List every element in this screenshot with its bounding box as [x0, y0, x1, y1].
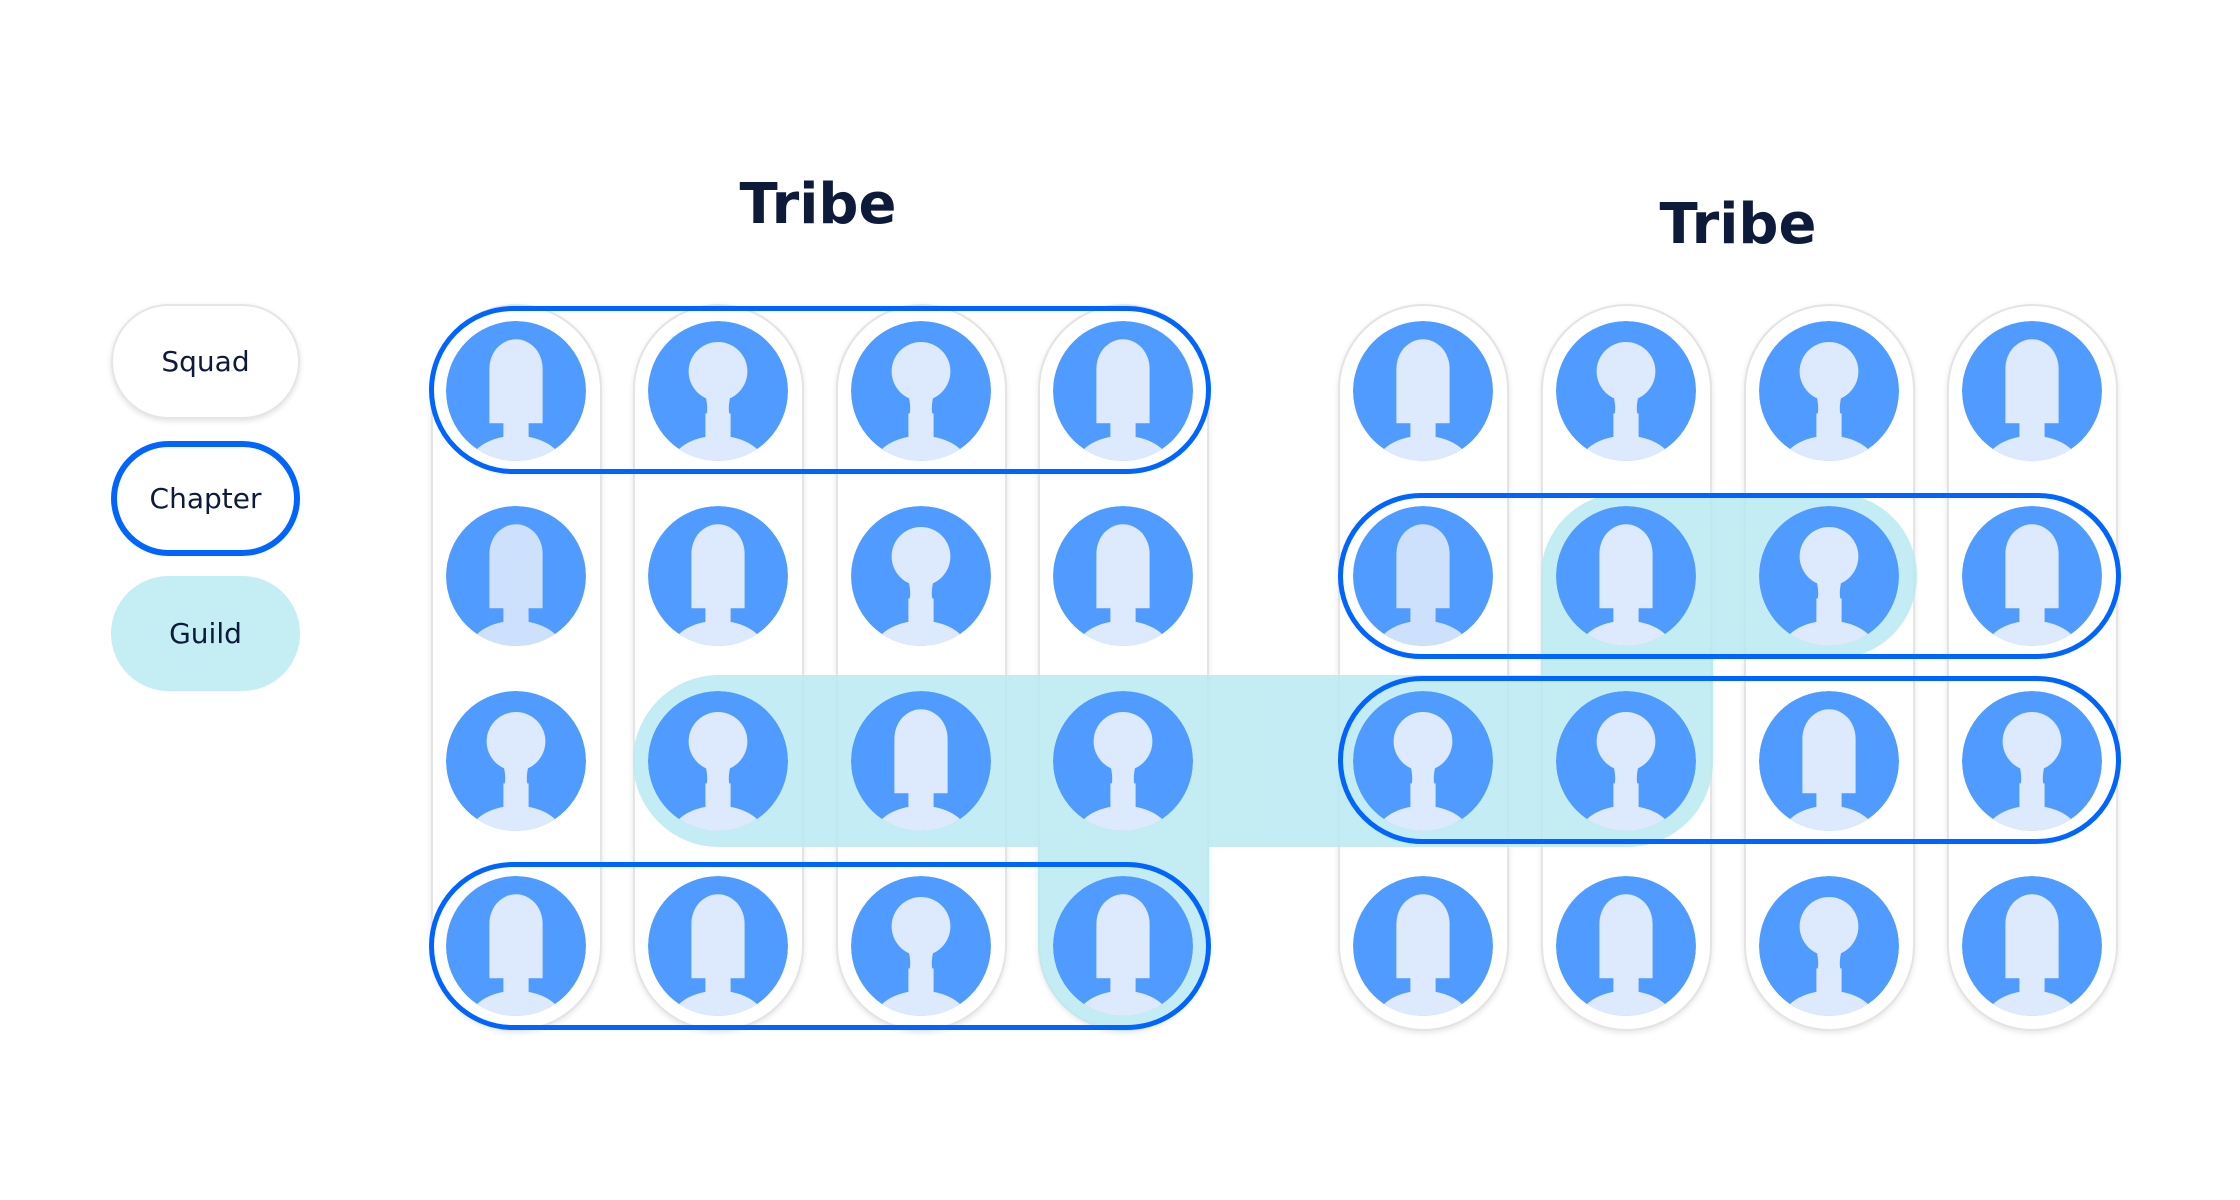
person-long-hair-icon	[1759, 506, 1899, 646]
legend-squad: Squad	[111, 304, 300, 419]
person-short-hair-icon	[648, 876, 788, 1016]
person-short-hair-icon	[1556, 506, 1696, 646]
person-short-hair-icon	[648, 506, 788, 646]
person-long-hair-icon	[1759, 876, 1899, 1016]
chapter-outline-left-top	[429, 306, 1211, 474]
person-short-hair-icon	[446, 506, 586, 646]
person-long-hair-icon	[446, 691, 586, 831]
chapter-outline-right-row2	[1338, 493, 2121, 659]
person-short-hair-icon	[851, 691, 991, 831]
person-short-hair-icon	[1353, 876, 1493, 1016]
person-short-hair-icon	[1962, 321, 2102, 461]
person-short-hair-icon	[1053, 506, 1193, 646]
person-short-hair-icon	[1962, 876, 2102, 1016]
tribe-title-left: Tribe	[739, 172, 897, 237]
person-long-hair-icon	[648, 321, 788, 461]
chapter-outline-right-row3	[1338, 676, 2121, 844]
legend-guild: Guild	[111, 576, 300, 691]
person-long-hair-icon	[851, 506, 991, 646]
chapter-outline-left-bottom	[429, 862, 1211, 1030]
person-short-hair-icon	[1556, 876, 1696, 1016]
person-long-hair-icon	[1556, 321, 1696, 461]
person-long-hair-icon	[648, 691, 788, 831]
person-long-hair-icon	[1556, 691, 1696, 831]
tribe-title-right: Tribe	[1659, 192, 1817, 257]
legend-chapter-label: Chapter	[149, 482, 262, 515]
person-short-hair-icon	[1353, 321, 1493, 461]
person-long-hair-icon	[1053, 691, 1193, 831]
legend-guild-label: Guild	[169, 617, 242, 650]
person-long-hair-icon	[1759, 321, 1899, 461]
legend-squad-label: Squad	[161, 345, 250, 378]
person-short-hair-icon	[1759, 691, 1899, 831]
person-long-hair-icon	[851, 876, 991, 1016]
person-long-hair-icon	[851, 321, 991, 461]
legend-chapter: Chapter	[111, 441, 300, 556]
